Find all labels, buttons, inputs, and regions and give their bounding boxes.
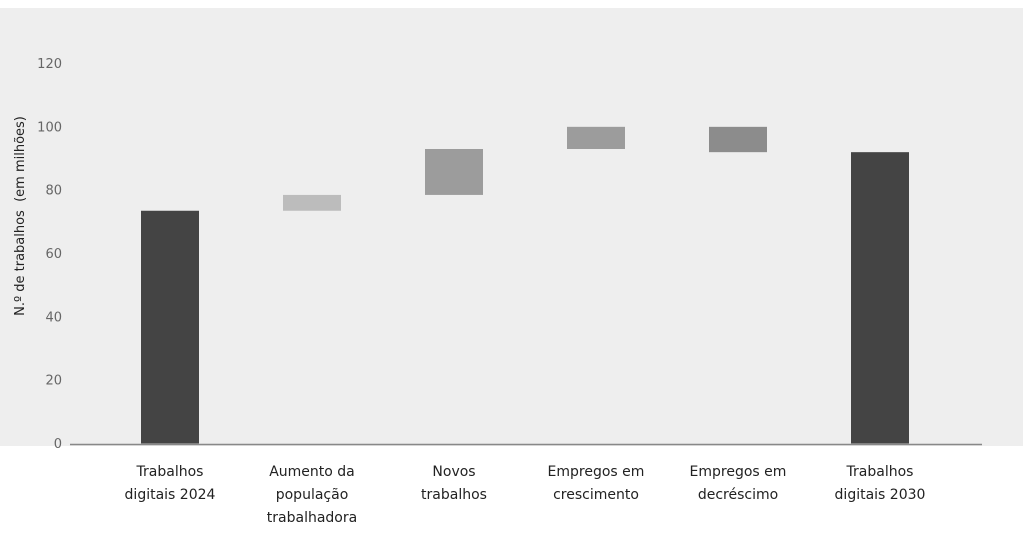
- x-labels-group: Trabalhos digitais 2024 Aumento da populaçã…: [125, 464, 926, 526]
- x-category-label: Trabalhos digitais 2030: [835, 464, 926, 503]
- bar-4: [567, 126, 625, 149]
- y-tick-label: 40: [45, 310, 62, 325]
- x-category-label-line: digitais 2030: [835, 487, 926, 503]
- y-tick-label: 0: [54, 437, 62, 452]
- x-category-label-line: Trabalhos: [846, 464, 914, 480]
- x-category-label-line: Empregos em: [690, 464, 787, 480]
- x-category-label: Aumento da população trabalhadora: [267, 464, 357, 526]
- y-tick-label: 20: [45, 374, 62, 389]
- x-category-label-line: Empregos em: [548, 464, 645, 480]
- bar-3: [425, 149, 483, 195]
- x-category-label-line: crescimento: [553, 487, 639, 503]
- x-category-label-line: população: [276, 487, 349, 503]
- bar-1: [141, 210, 199, 444]
- x-category-label-line: decréscimo: [698, 487, 778, 503]
- x-category-label-line: Trabalhos: [136, 464, 204, 480]
- bar-5: [709, 126, 767, 153]
- x-category-label: Trabalhos digitais 2024: [125, 464, 216, 503]
- y-tick-label: 120: [37, 57, 62, 72]
- x-category-label-line: trabalhos: [421, 487, 487, 503]
- x-category-label: Empregos em crescimento: [548, 464, 645, 503]
- x-category-label-line: Aumento da: [269, 464, 355, 480]
- x-category-label-line: digitais 2024: [125, 487, 216, 503]
- bar-2: [283, 194, 341, 211]
- x-category-label: Empregos em decréscimo: [690, 464, 787, 503]
- y-tick-label: 60: [45, 247, 62, 262]
- x-category-label-line: trabalhadora: [267, 510, 357, 526]
- bar-6: [851, 152, 909, 444]
- x-category-label-line: Novos: [432, 464, 475, 480]
- bars-group: [141, 126, 909, 444]
- x-category-label: Novos trabalhos: [421, 464, 487, 503]
- y-tick-label: 80: [45, 184, 62, 199]
- y-tick-label: 100: [37, 120, 62, 135]
- y-axis-title: N.º de trabalhos (em milhões): [13, 116, 28, 316]
- y-ticks-group: 0 20 40 60 80 100 120: [37, 57, 62, 452]
